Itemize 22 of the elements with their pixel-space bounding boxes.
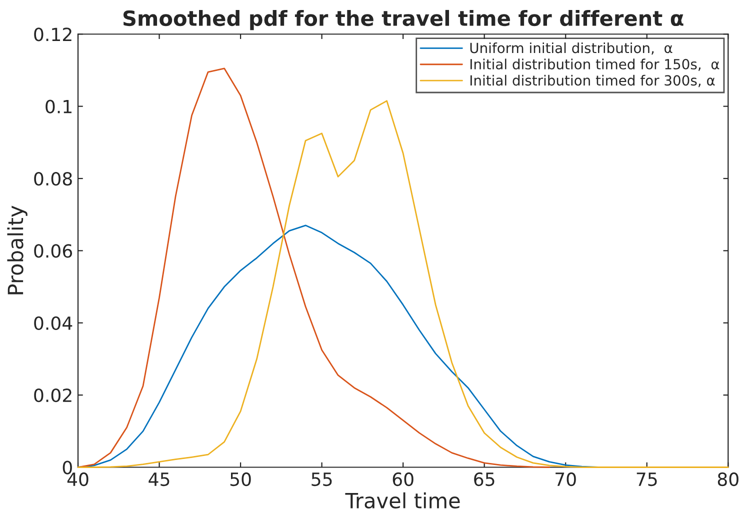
y-tick-label: 0.12 (34, 28, 72, 42)
legend-label: Uniform initial distribution, α (470, 42, 672, 55)
y-tick-label: 0.02 (34, 388, 72, 402)
x-tick-label: 45 (148, 472, 170, 486)
x-tick-label: 80 (718, 472, 738, 486)
y-tick-label: 0.04 (34, 316, 72, 330)
legend-label: Initial distribution timed for 300s, α (470, 74, 715, 88)
x-tick-label: 75 (636, 472, 657, 486)
x-tick-label: 40 (67, 472, 88, 486)
y-tick-label: 0.06 (34, 244, 72, 258)
y-axis-title: Probality (7, 206, 28, 294)
chart-title: Smoothed pdf for the travel time for different α (123, 10, 684, 30)
x-tick-label: 50 (230, 472, 251, 486)
x-tick-label: 70 (556, 472, 576, 486)
x-tick-label: 65 (474, 472, 494, 486)
y-tick-label: 0 (62, 460, 72, 474)
x-tick-label: 60 (392, 472, 414, 486)
x-tick-label: 55 (312, 472, 332, 486)
y-tick-label: 0.1 (46, 100, 72, 114)
y-tick-label: 0.08 (34, 172, 72, 186)
x-axis-title: Travel time (345, 492, 460, 508)
legend-label: Initial distribution timed for 150s, α (470, 58, 720, 71)
